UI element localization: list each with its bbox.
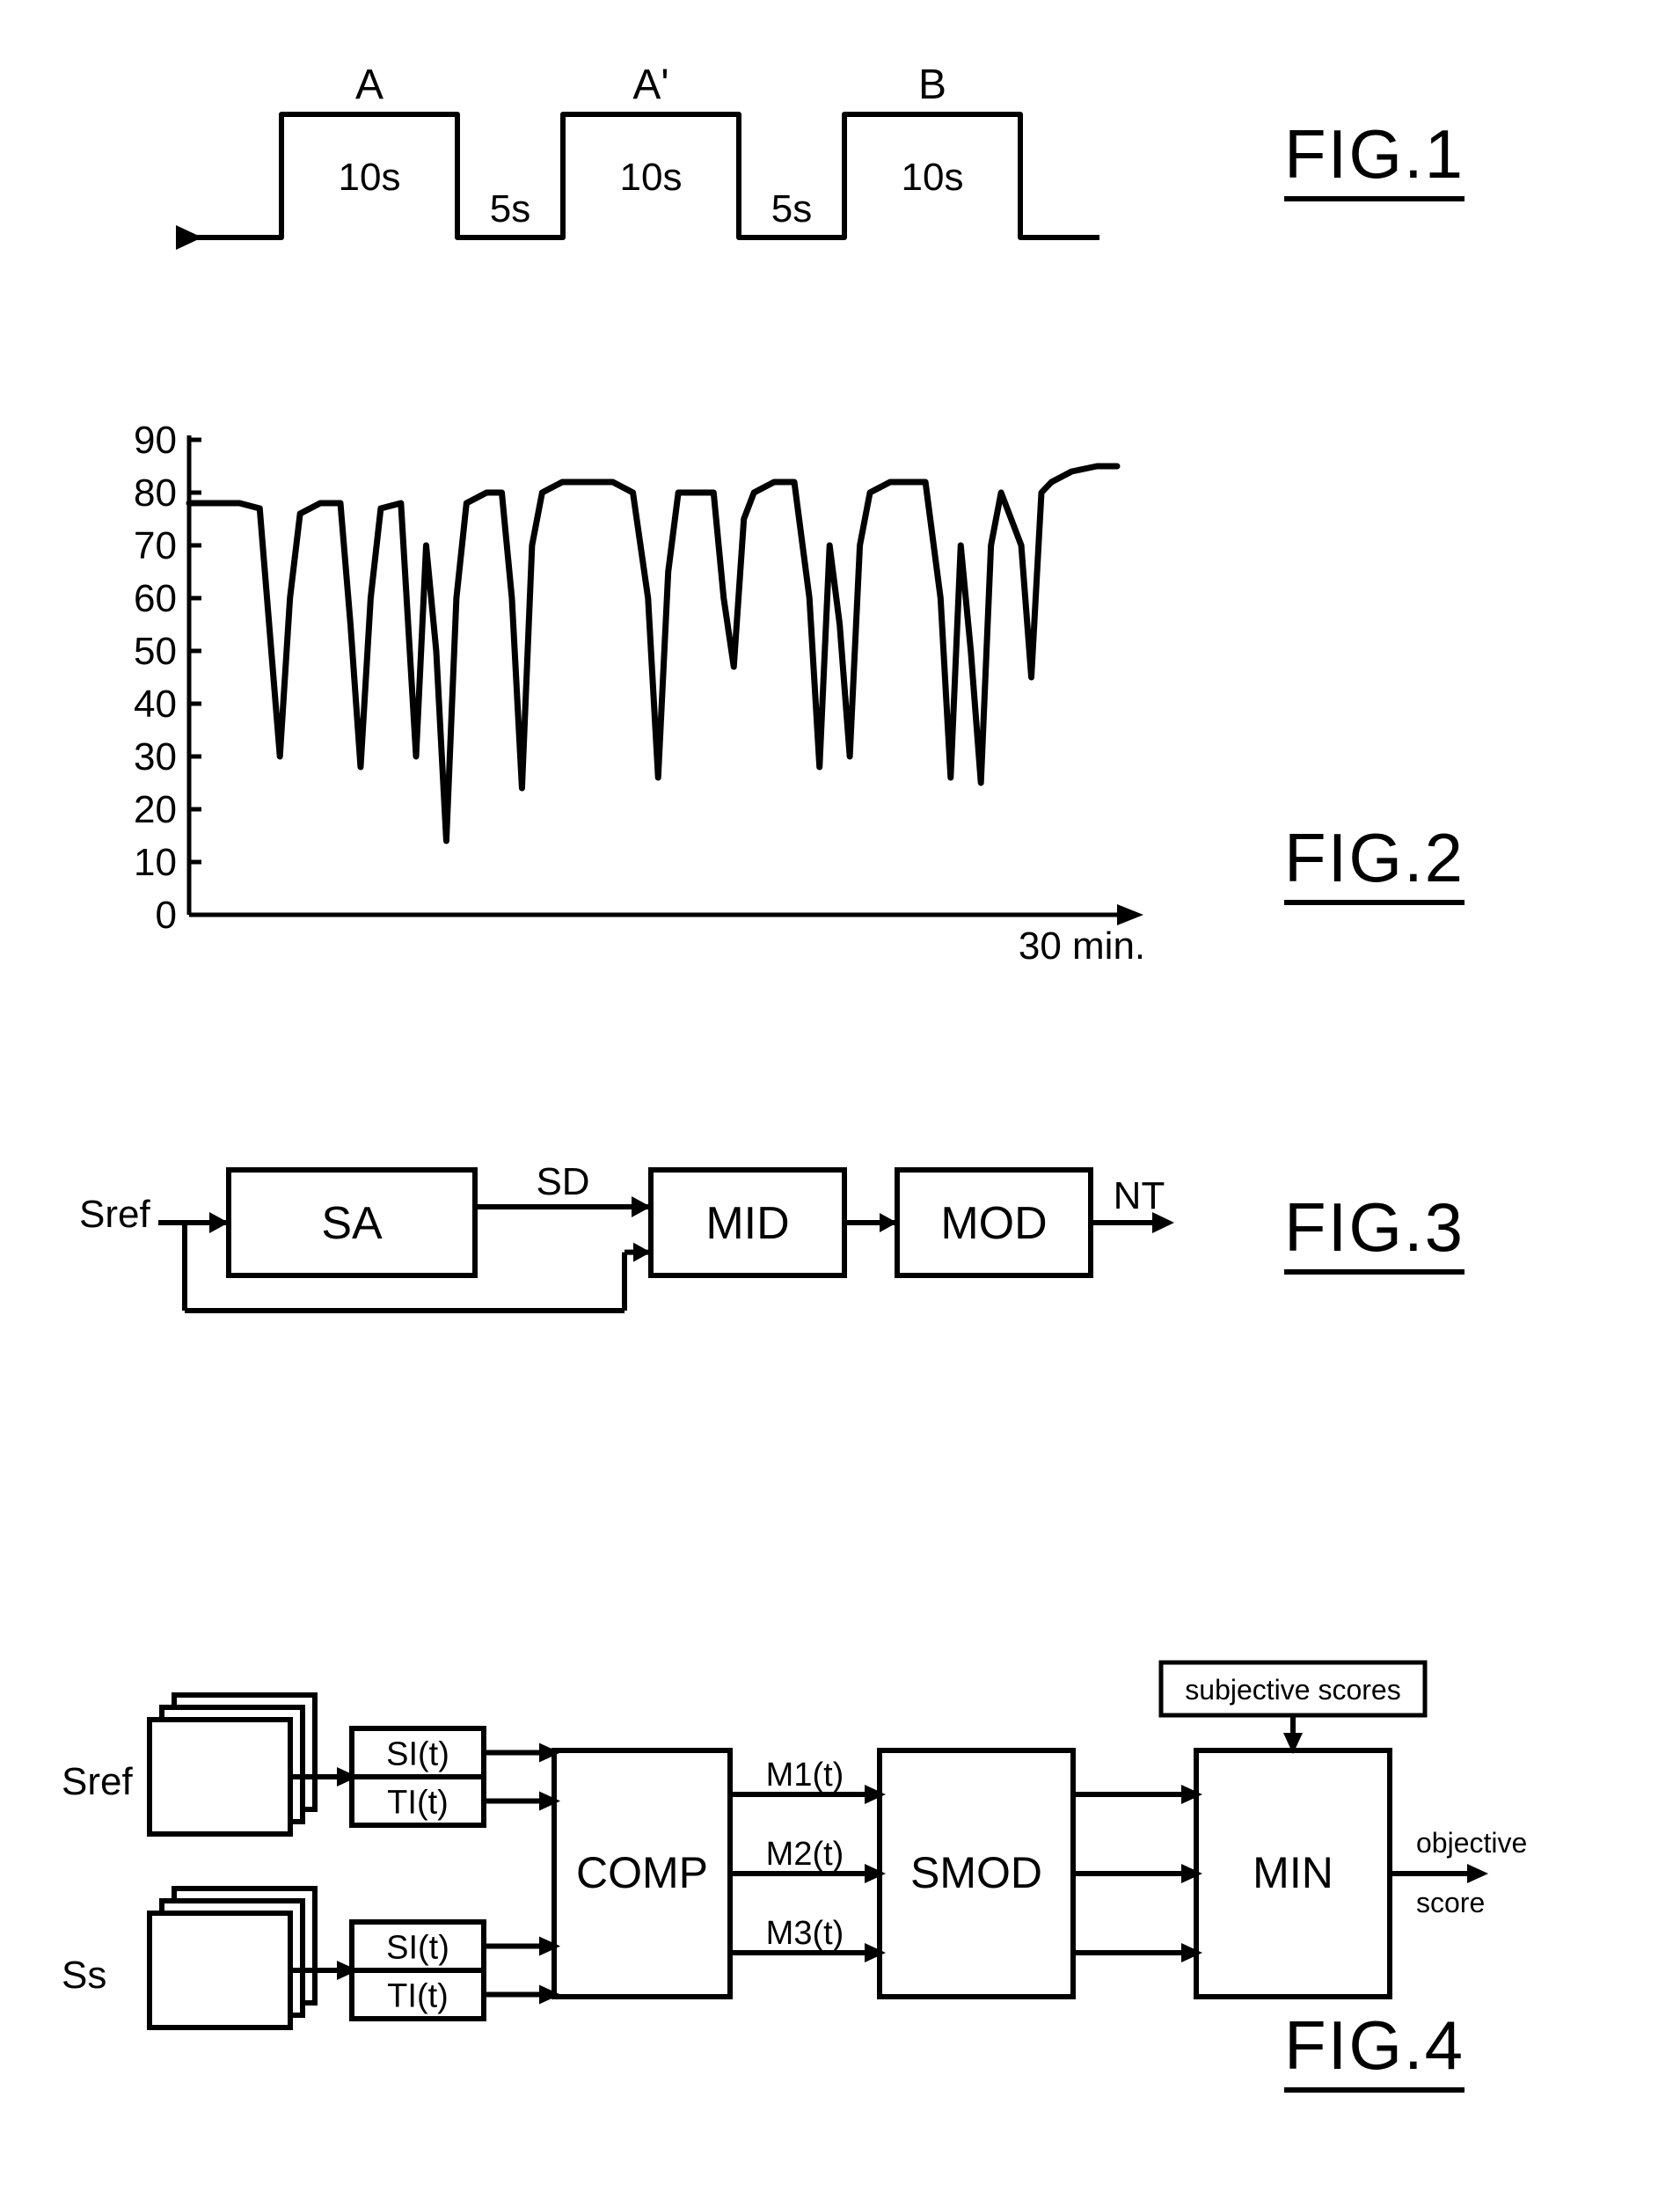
svg-text:Sref: Sref [79, 1193, 150, 1236]
svg-text:90: 90 [134, 422, 177, 462]
svg-text:70: 70 [134, 524, 177, 567]
svg-text:20: 20 [134, 788, 177, 831]
svg-text:NT: NT [1114, 1174, 1165, 1217]
svg-text:5s: 5s [490, 187, 530, 230]
svg-text:TI(t): TI(t) [387, 1785, 449, 1822]
svg-text:score: score [1416, 1887, 1485, 1918]
svg-text:A': A' [632, 62, 668, 108]
svg-text:80: 80 [134, 471, 177, 515]
svg-text:10: 10 [134, 841, 177, 884]
svg-text:50: 50 [134, 630, 177, 673]
svg-text:objective: objective [1416, 1827, 1527, 1859]
svg-text:M2(t): M2(t) [766, 1836, 844, 1873]
fig2-signal-chart: 0 10 20 30 40 50 60 70 80 90 30 min. [97, 422, 1152, 985]
fig3-block-diagram: Sref SA SD MID MOD NT [70, 1108, 1249, 1337]
svg-text:10s: 10s [902, 156, 964, 199]
svg-text:MOD: MOD [940, 1198, 1047, 1249]
svg-text:SA: SA [321, 1198, 383, 1249]
svg-text:SI(t): SI(t) [386, 1736, 449, 1773]
svg-text:SI(t): SI(t) [386, 1930, 449, 1967]
svg-text:subjective scores: subjective scores [1185, 1674, 1400, 1706]
svg-text:COMP: COMP [576, 1848, 708, 1897]
svg-text:5s: 5s [771, 187, 812, 230]
svg-text:Sref: Sref [62, 1760, 133, 1803]
svg-text:M1(t): M1(t) [766, 1757, 844, 1794]
fig4-title: FIG.4 [1284, 2006, 1465, 2093]
fig1-title: FIG.1 [1284, 115, 1465, 201]
svg-text:B: B [918, 62, 946, 108]
svg-text:Ss: Ss [62, 1954, 106, 1997]
svg-text:0: 0 [156, 894, 177, 937]
svg-text:40: 40 [134, 683, 177, 726]
svg-text:MIN: MIN [1253, 1848, 1333, 1897]
fig2-title: FIG.2 [1284, 819, 1465, 905]
fig3-title: FIG.3 [1284, 1188, 1465, 1275]
svg-text:M3(t): M3(t) [766, 1915, 844, 1952]
fig1-timing-diagram: A 10s 5s A' 10s 5s B 10s [158, 62, 1214, 290]
svg-text:SMOD: SMOD [910, 1848, 1042, 1897]
svg-text:MID: MID [705, 1198, 789, 1249]
svg-text:SD: SD [536, 1160, 589, 1203]
svg-text:60: 60 [134, 577, 177, 620]
svg-text:TI(t): TI(t) [387, 1978, 449, 2015]
svg-text:10s: 10s [620, 156, 683, 199]
svg-text:A: A [355, 62, 383, 108]
svg-text:30: 30 [134, 735, 177, 778]
svg-text:10s: 10s [339, 156, 401, 199]
svg-text:30 min.: 30 min. [1019, 924, 1145, 968]
